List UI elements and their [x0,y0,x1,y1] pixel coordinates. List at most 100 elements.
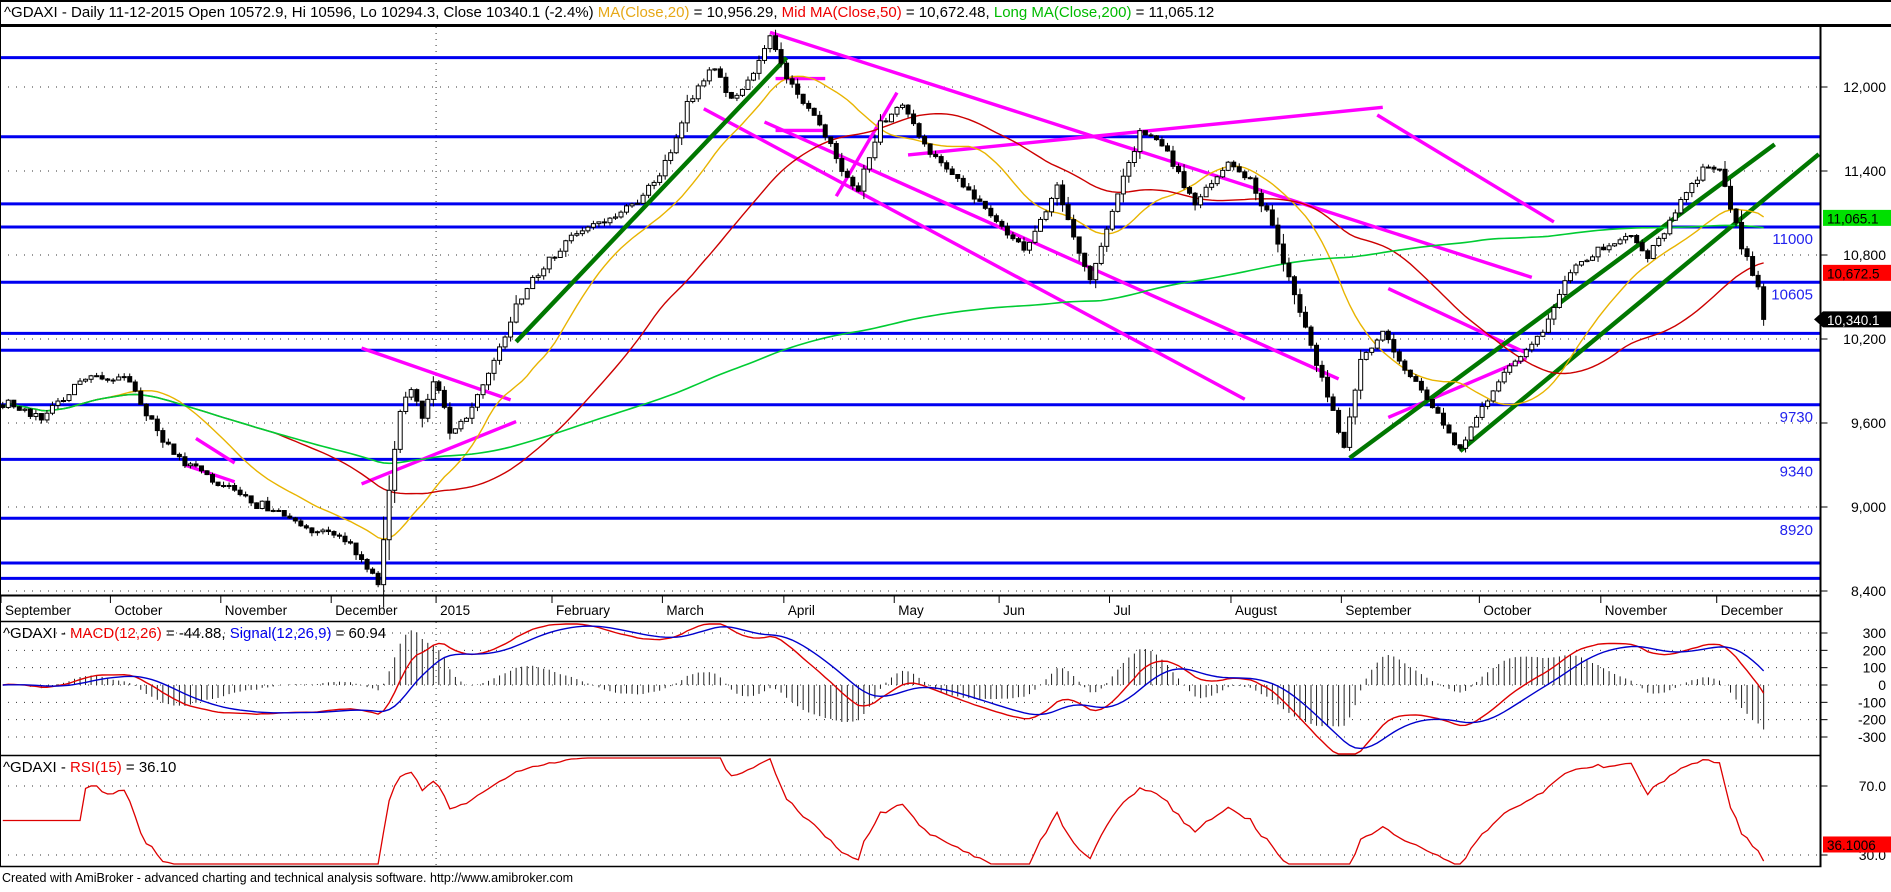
candle-down [359,554,365,560]
candle-up [60,400,66,403]
candle-up [1032,230,1038,243]
candle-up [116,376,122,381]
candle-up [1109,210,1115,230]
candle-up [706,69,712,82]
candle-up [1523,349,1529,358]
candle-up [635,202,641,205]
candle-up [585,226,591,232]
candle-up [1672,212,1678,221]
candle-up [1496,381,1502,392]
candle-down [855,185,861,192]
candle-down [1264,205,1270,211]
candle-down [971,189,977,200]
month-label: November [1605,603,1668,618]
candle-up [618,211,624,218]
magenta-trendline [1387,357,1527,419]
candle-up [1347,416,1353,448]
price-axis-label: 10,200 [1843,331,1886,347]
candle-up [1479,405,1485,418]
candle-up [1545,318,1551,333]
candle-down [938,156,944,164]
candle-up [1501,371,1507,383]
candle-down [922,136,928,145]
hline-label: 8920 [1780,522,1813,539]
candle-down [905,104,911,115]
candle-up [1694,179,1700,185]
candle-up [226,484,232,487]
candle-up [1628,235,1634,238]
candle-up [1104,228,1110,247]
candle-down [160,430,166,443]
candle-down [828,136,834,145]
candle-down [977,198,983,202]
candle-down [1060,184,1066,206]
gridlines [0,27,1821,866]
candle-up [491,359,497,374]
month-label: December [1721,603,1784,618]
candle-down [1142,130,1148,136]
candle-up [557,250,563,258]
candle-down [265,500,271,512]
candle-down [1269,209,1275,226]
hline-label: 9730 [1780,409,1813,426]
candle-up [568,234,574,242]
candle-up [403,396,409,412]
candle-down [1722,168,1728,187]
price-badge-text: 10,340.1 [1827,313,1880,328]
rsi-pane[interactable] [0,756,1821,866]
candle-up [646,184,652,196]
candle-up [88,375,94,380]
candle-down [784,62,790,80]
candle-up [690,98,696,102]
month-label: October [1483,603,1532,618]
signal-title-value: = 60.94 [331,625,387,642]
candle-up [579,230,585,235]
ma20-line [2,75,1765,540]
magenta-trendline [763,120,1340,381]
candle-down [1010,234,1016,240]
macd-axis-label: 100 [1863,660,1887,676]
candle-up [1556,293,1562,308]
candle-up [22,408,28,411]
candle-up [612,216,618,219]
candle-down [1021,241,1027,251]
candle-down [237,489,243,496]
ma200-line [2,224,1764,465]
magenta-trendline [361,346,512,402]
candle-down [916,123,922,138]
candle-up [888,113,894,123]
candle-up [657,175,663,183]
candle-up [513,303,519,323]
candle-up [1120,175,1126,195]
candle-up [530,276,536,290]
candle-down [171,443,177,455]
candle-up [94,375,100,378]
price-axis-label: 11,400 [1844,163,1886,179]
candle-down [1253,177,1259,194]
candle-down [1733,208,1739,223]
candle-up [629,203,635,207]
month-label: April [788,603,815,618]
candle-up [1363,351,1369,360]
candle-up [1534,335,1540,345]
footer-credit: Created with AmiBroker - advanced charti… [2,871,574,885]
candle-down [1728,185,1734,210]
candle-down [414,389,420,402]
candle-up [397,410,403,450]
signal-title-label: Signal(12,26,9) [229,625,332,642]
green-trendline [1348,142,1776,460]
rsi-title-value: = 36.10 [121,759,177,776]
candle-up [1093,262,1099,281]
candle-up [563,240,569,252]
candle-up [1198,196,1204,206]
macd-title-label: MACD(12,26) [70,625,162,642]
price-pane[interactable] [0,27,1821,595]
candle-down [1004,225,1010,236]
price-axis-label: 9,000 [1851,499,1886,515]
candle-down [817,114,823,126]
axes: 12,000 11,400 10,800 10,200 9,600 9,000 8,400 S… [0,0,1887,868]
candle-up [1650,244,1656,259]
title-ma20-value: = 10,956.29, [689,4,782,21]
candle-down [1435,407,1441,414]
candle-down [342,535,348,543]
